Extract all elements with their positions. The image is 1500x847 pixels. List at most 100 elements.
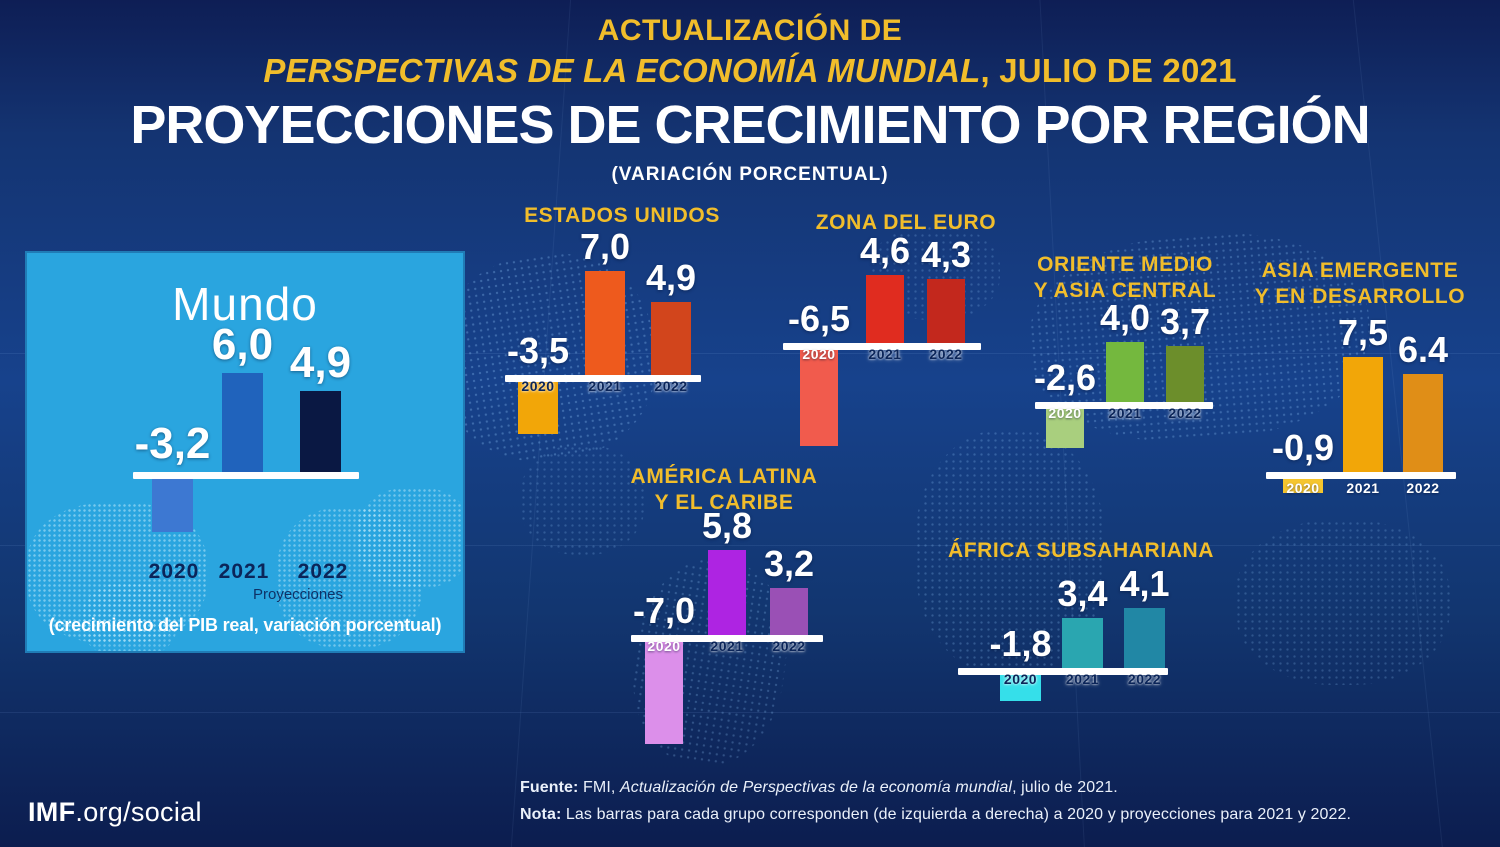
value-label: 6.4 bbox=[1397, 329, 1449, 370]
value-label: 6,0 bbox=[211, 320, 274, 369]
page-title: PROYECCIONES DE CRECIMIENTO POR REGIÓN bbox=[130, 95, 1370, 155]
page-subtitle: (VARIACIÓN PORCENTUAL) bbox=[611, 164, 889, 185]
graticule-line bbox=[0, 545, 1500, 546]
axis-line-euro bbox=[783, 343, 981, 350]
bar-mundo-2021 bbox=[222, 373, 263, 472]
chart-title-asia: ASIA EMERGENTE Y EN DESARROLLO bbox=[1254, 259, 1466, 308]
value-label: 5,8 bbox=[701, 505, 753, 546]
source-line: Fuente: FMI, Actualización de Perspectiv… bbox=[520, 779, 1118, 797]
year-label: 2022 bbox=[1406, 480, 1440, 496]
chart-title-euro: ZONA DEL EURO bbox=[815, 211, 997, 234]
chart-title-us: ESTADOS UNIDOS bbox=[524, 204, 720, 227]
year-label: 2020 bbox=[647, 638, 681, 654]
bar-mena-2020 bbox=[1046, 409, 1084, 448]
bar-euro-2020 bbox=[800, 350, 838, 446]
year-label: 2020 bbox=[148, 560, 200, 583]
graticule-line bbox=[0, 353, 1500, 354]
bar-africa-2021 bbox=[1062, 618, 1103, 668]
imf-url-text: .org/social bbox=[75, 797, 202, 827]
value-label: 3,2 bbox=[763, 543, 815, 584]
year-label: 2020 bbox=[1286, 480, 1320, 496]
axis-line-us bbox=[505, 375, 701, 382]
value-label: 4,6 bbox=[859, 230, 911, 271]
panel-map-texture bbox=[82, 583, 177, 651]
axis-line-asia bbox=[1266, 472, 1456, 479]
source-text: FMI, bbox=[578, 779, 620, 796]
value-label: -1,8 bbox=[989, 623, 1052, 664]
year-label: 2021 bbox=[710, 638, 744, 654]
value-label: 4,3 bbox=[920, 234, 972, 275]
year-label: 2021 bbox=[1065, 671, 1100, 687]
bar-latam-2022 bbox=[770, 588, 808, 635]
year-label: 2022 bbox=[297, 560, 349, 583]
bar-mundo-2020 bbox=[152, 479, 193, 532]
year-label: 2022 bbox=[654, 378, 688, 394]
bar-africa-2022 bbox=[1124, 608, 1165, 668]
value-label: 7,0 bbox=[579, 226, 631, 267]
value-label: 3,4 bbox=[1057, 573, 1108, 614]
year-label: 2022 bbox=[1127, 671, 1162, 687]
bar-africa-2020 bbox=[1000, 675, 1041, 701]
bar-euro-2021 bbox=[866, 275, 904, 343]
year-label: 2021 bbox=[868, 346, 902, 362]
value-label: -3,5 bbox=[506, 330, 570, 371]
imf-logo-text: IMF bbox=[28, 797, 76, 827]
imf-social-link: IMF.org/social bbox=[28, 797, 202, 828]
panel-caption: (crecimiento del PIB real, variación por… bbox=[48, 615, 442, 635]
note-line: Nota: Las barras para cada grupo corresp… bbox=[520, 806, 1351, 824]
value-label: -7,0 bbox=[632, 590, 696, 631]
value-label: 3,7 bbox=[1159, 301, 1211, 342]
value-label: 4,0 bbox=[1099, 297, 1151, 338]
value-label: -3,2 bbox=[134, 419, 211, 468]
kicker-line2: PERSPECTIVAS DE LA ECONOMÍA MUNDIAL, JUL… bbox=[0, 52, 1500, 90]
bar-mena-2021 bbox=[1106, 342, 1144, 402]
year-label: 2022 bbox=[772, 638, 806, 654]
source-label: Fuente: bbox=[520, 779, 579, 796]
year-label: 2020 bbox=[802, 346, 836, 362]
bar-euro-2022 bbox=[927, 279, 965, 343]
year-label: 2022 bbox=[1168, 405, 1202, 421]
bar-asia-2022 bbox=[1403, 374, 1443, 472]
axis-line-mena bbox=[1035, 402, 1213, 409]
year-label: 2022 bbox=[929, 346, 963, 362]
chart-title-mena: ORIENTE MEDIO Y ASIA CENTRAL bbox=[1033, 253, 1217, 302]
year-label: 2021 bbox=[1346, 480, 1380, 496]
source-publication: Actualización de Perspectivas de la econ… bbox=[619, 779, 1013, 796]
value-label: 4,9 bbox=[289, 338, 352, 387]
axis-line-mundo bbox=[133, 472, 359, 479]
world-map-texture bbox=[1235, 520, 1450, 685]
report-date: , JULIO DE 2021 bbox=[980, 52, 1237, 89]
graticule-line bbox=[0, 712, 1500, 713]
panel-map-texture bbox=[277, 508, 422, 648]
year-label: 2020 bbox=[1048, 405, 1082, 421]
note-label: Nota: bbox=[520, 806, 562, 823]
value-label: -2,6 bbox=[1033, 357, 1097, 398]
source-date: , julio de 2021. bbox=[1012, 779, 1118, 796]
chart-title-latam: AMÉRICA LATINA Y EL CARIBE bbox=[630, 465, 818, 514]
value-label: 4,9 bbox=[645, 257, 697, 298]
year-label: 2021 bbox=[218, 560, 270, 583]
bar-asia-2020 bbox=[1283, 479, 1323, 493]
year-label: 2020 bbox=[1003, 671, 1038, 687]
axis-line-africa bbox=[958, 668, 1168, 675]
report-title: PERSPECTIVAS DE LA ECONOMÍA MUNDIAL bbox=[263, 52, 981, 89]
bar-latam-2021 bbox=[708, 550, 746, 635]
world-map-texture bbox=[520, 445, 645, 555]
bar-us-2022 bbox=[651, 302, 691, 375]
value-label: -6,5 bbox=[787, 298, 851, 339]
year-label: 2021 bbox=[1108, 405, 1142, 421]
bar-asia-2021 bbox=[1343, 357, 1383, 472]
bar-latam-2020 bbox=[645, 642, 683, 744]
value-label: 7,5 bbox=[1337, 312, 1389, 353]
world-chart-title: Mundo bbox=[172, 278, 318, 330]
panel-map-texture bbox=[357, 488, 463, 588]
value-label: 4,1 bbox=[1119, 563, 1170, 604]
year-label: 2021 bbox=[588, 378, 622, 394]
projections-label: Proyecciones bbox=[252, 586, 344, 603]
year-label: 2020 bbox=[521, 378, 555, 394]
kicker-line1: ACTUALIZACIÓN DE bbox=[597, 14, 903, 47]
bar-mundo-2022 bbox=[300, 391, 341, 472]
chart-title-africa: ÁFRICA SUBSAHARIANA bbox=[947, 539, 1215, 562]
